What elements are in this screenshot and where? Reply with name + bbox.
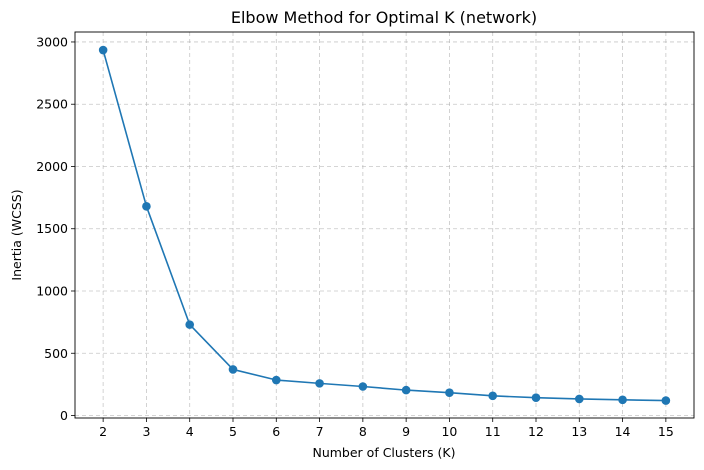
x-tick-label: 10 bbox=[441, 424, 457, 439]
series-line bbox=[102, 49, 666, 402]
y-axis-label: Inertia (WCSS) bbox=[9, 189, 24, 280]
x-tick-label: 11 bbox=[485, 424, 501, 439]
data-point bbox=[661, 396, 671, 405]
data-point bbox=[315, 379, 324, 388]
grid bbox=[75, 32, 694, 418]
x-tick-label: 7 bbox=[316, 424, 324, 439]
data-point bbox=[142, 202, 151, 211]
axis-ticks: 2 3 4 5 6 7 8 9 10 11 12 13 14 15 0 500 1000 1500 2000 2500… bbox=[36, 34, 674, 439]
series-layer bbox=[98, 45, 671, 405]
data-point bbox=[228, 365, 238, 374]
x-tick-label: 4 bbox=[186, 424, 194, 439]
x-tick-label: 12 bbox=[528, 424, 544, 439]
data-point bbox=[98, 45, 108, 55]
data-point bbox=[574, 394, 584, 404]
y-tick-label: 2500 bbox=[36, 97, 68, 112]
data-point bbox=[185, 320, 195, 329]
y-tick-label: 3000 bbox=[36, 34, 68, 49]
data-point bbox=[618, 395, 627, 405]
x-tick-label: 15 bbox=[658, 424, 674, 439]
x-tick-label: 9 bbox=[402, 424, 410, 439]
x-axis-label: Number of Clusters (K) bbox=[312, 445, 455, 460]
x-tick-label: 6 bbox=[272, 424, 280, 439]
y-tick-label: 1000 bbox=[36, 283, 68, 298]
data-point bbox=[401, 385, 411, 395]
x-tick-label: 5 bbox=[229, 424, 237, 439]
y-tick-label: 1500 bbox=[36, 221, 68, 236]
x-tick-label: 8 bbox=[359, 424, 367, 439]
chart-title: Elbow Method for Optimal K (network) bbox=[231, 8, 537, 27]
y-tick-label: 0 bbox=[60, 408, 68, 423]
x-tick-label: 3 bbox=[142, 424, 150, 439]
x-tick-label: 13 bbox=[571, 424, 587, 439]
data-point bbox=[488, 391, 498, 401]
data-point bbox=[531, 393, 541, 403]
y-tick-label: 2000 bbox=[36, 159, 68, 174]
x-tick-label: 14 bbox=[615, 424, 631, 439]
y-tick-label: 500 bbox=[44, 346, 68, 361]
data-point bbox=[445, 388, 454, 398]
data-point bbox=[271, 375, 281, 385]
plot-frame bbox=[74, 31, 695, 419]
data-point bbox=[358, 382, 368, 391]
x-tick-label: 2 bbox=[99, 424, 107, 439]
